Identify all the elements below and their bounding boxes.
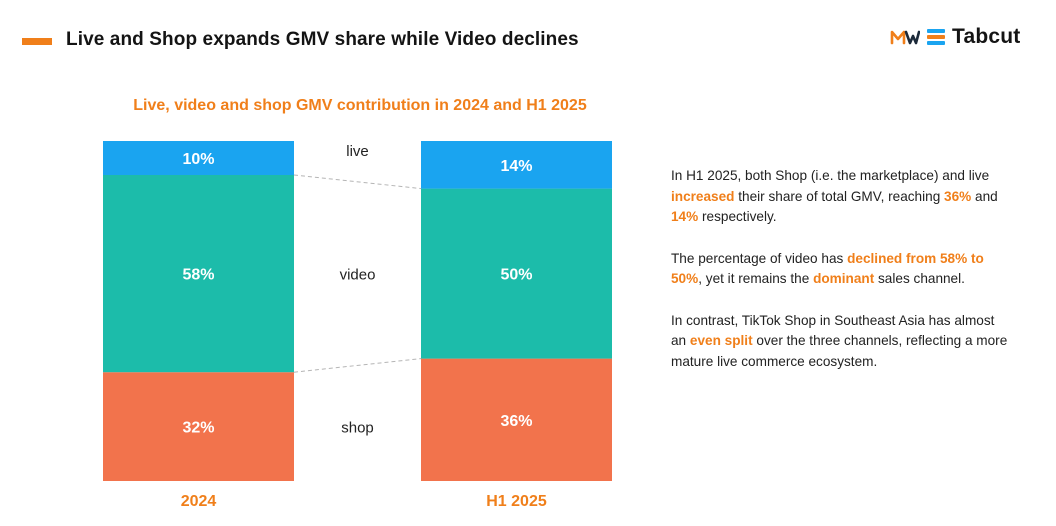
connector-line-2 xyxy=(293,174,422,190)
insight-2-highlight-dominant: dominant xyxy=(813,271,875,286)
bar-segment-video-2024 xyxy=(103,175,294,373)
series-label-shop: shop xyxy=(341,420,374,437)
insight-2-highlight-declined: declined from 58% to 50% xyxy=(671,250,984,287)
insights-panel: In H1 2025, both Shop (i.e. the marketpl… xyxy=(671,166,1011,393)
mw-logo-icon xyxy=(890,30,920,45)
insight-2-text: sales channel. xyxy=(874,271,965,286)
bar-segment-live-2024 xyxy=(103,141,294,175)
insight-2-text: The percentage of video has xyxy=(671,250,848,266)
insight-paragraph-2: The percentage of video has declined fro… xyxy=(671,249,1011,290)
insight-paragraph-1: In H1 2025, both Shop (i.e. the marketpl… xyxy=(671,166,1011,228)
insight-2-text: , yet it remains the xyxy=(698,271,814,286)
data-label-live-2024: 10% xyxy=(182,151,214,168)
insight-3-text: over the three channels, reflecting a mo… xyxy=(671,333,1008,369)
insight-1-text: their share of total GMV, reaching xyxy=(734,188,945,204)
insight-1-text: respectively. xyxy=(698,209,777,224)
insight-1-text: and xyxy=(971,188,998,204)
logo: Tabcut xyxy=(890,25,1020,49)
data-label-live-h1-2025: 14% xyxy=(500,158,532,175)
insight-1-highlight-live: 14% xyxy=(671,209,699,224)
data-label-video-h1-2025: 50% xyxy=(500,267,532,284)
insight-1-text: In H1 2025, both Shop (i.e. the marketpl… xyxy=(671,168,990,183)
insight-1-highlight-increased: increased xyxy=(671,188,735,204)
insight-3-highlight-even-split: even split xyxy=(689,333,753,348)
connector-line-1 xyxy=(293,358,422,373)
series-label-video: video xyxy=(340,267,376,284)
bar-segment-video-h1-2025 xyxy=(421,188,612,359)
insight-3-text: In contrast, TikTok Shop in Southeast As… xyxy=(671,312,995,349)
tabcut-logo-icon xyxy=(927,29,945,45)
insight-1-highlight-shop: 36% xyxy=(944,188,972,204)
bar-segment-shop-2024 xyxy=(103,372,294,481)
chart-title: Live, video and shop GMV contribution in… xyxy=(133,97,587,114)
insight-paragraph-3: In contrast, TikTok Shop in Southeast As… xyxy=(671,311,1011,373)
logo-text: Tabcut xyxy=(952,25,1021,48)
data-label-shop-2024: 32% xyxy=(182,420,214,437)
title-accent-bar xyxy=(22,38,52,45)
bar-segment-shop-h1-2025 xyxy=(421,358,612,481)
bar-segment-live-h1-2025 xyxy=(421,141,612,189)
data-label-shop-h1-2025: 36% xyxy=(500,413,532,430)
page-title: Live and Shop expands GMV share while Vi… xyxy=(66,29,579,50)
category-label-h1-2025: H1 2025 xyxy=(486,493,547,510)
category-label-2024: 2024 xyxy=(181,493,217,510)
stacked-bar-chart: 32% 58% 10% 2024 36% 50% 14% H1 2025 shop video li… xyxy=(103,141,612,510)
data-label-video-2024: 58% xyxy=(182,267,214,284)
series-label-live: live xyxy=(346,143,369,160)
